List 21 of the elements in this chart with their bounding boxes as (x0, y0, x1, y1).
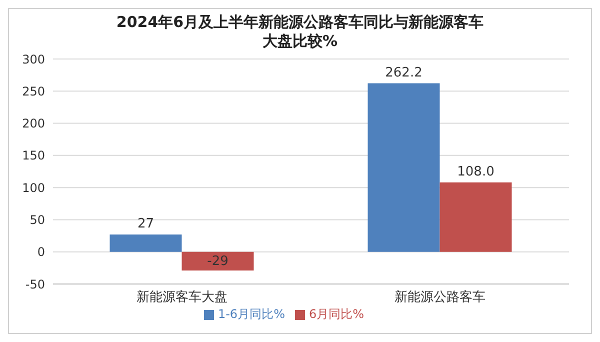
data-label: 108.0 (457, 164, 494, 180)
legend-label: 6月同比% (308, 307, 364, 321)
y-tick-label: 300 (22, 52, 45, 66)
bar (368, 83, 440, 252)
chart-title: 2024年6月及上半年新能源公路客车同比与新能源客车大盘比较% (115, 13, 485, 51)
y-tick-label: 250 (22, 84, 45, 98)
y-tick-label: 200 (22, 116, 45, 131)
bar (110, 234, 182, 252)
legend-label: 1-6月同比% (218, 307, 285, 321)
bar (182, 252, 254, 270)
data-label: -29 (207, 254, 228, 269)
bar (440, 182, 512, 252)
x-tick-label: 新能源客车大盘 (136, 289, 228, 306)
data-label: 262.2 (385, 65, 422, 80)
y-tick-label: 150 (22, 148, 45, 163)
y-tick-label: 0 (37, 245, 45, 260)
y-tick-label: 50 (30, 212, 45, 227)
x-tick-label: 新能源公路客车 (394, 289, 486, 306)
data-label: 27 (137, 216, 154, 232)
y-tick-label: -50 (25, 277, 45, 292)
y-tick-label: 100 (22, 180, 45, 195)
